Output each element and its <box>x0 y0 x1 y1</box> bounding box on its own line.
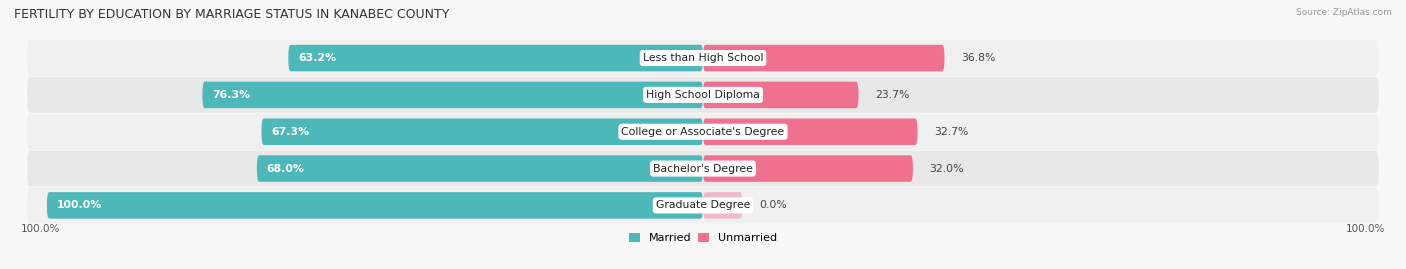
Text: High School Diploma: High School Diploma <box>647 90 759 100</box>
Text: FERTILITY BY EDUCATION BY MARRIAGE STATUS IN KANABEC COUNTY: FERTILITY BY EDUCATION BY MARRIAGE STATU… <box>14 8 450 21</box>
Text: 0.0%: 0.0% <box>759 200 786 210</box>
Text: 76.3%: 76.3% <box>212 90 250 100</box>
Text: 23.7%: 23.7% <box>875 90 910 100</box>
FancyBboxPatch shape <box>703 192 742 219</box>
Text: 67.3%: 67.3% <box>271 127 309 137</box>
Text: 100.0%: 100.0% <box>1346 224 1385 234</box>
Legend: Married, Unmarried: Married, Unmarried <box>624 228 782 247</box>
FancyBboxPatch shape <box>27 77 1379 113</box>
FancyBboxPatch shape <box>202 82 703 108</box>
FancyBboxPatch shape <box>27 151 1379 186</box>
FancyBboxPatch shape <box>27 40 1379 76</box>
FancyBboxPatch shape <box>27 114 1379 150</box>
FancyBboxPatch shape <box>27 187 1379 223</box>
Text: 32.7%: 32.7% <box>934 127 969 137</box>
FancyBboxPatch shape <box>257 155 703 182</box>
FancyBboxPatch shape <box>703 155 912 182</box>
Text: 63.2%: 63.2% <box>298 53 336 63</box>
Text: Less than High School: Less than High School <box>643 53 763 63</box>
Text: 68.0%: 68.0% <box>267 164 305 174</box>
Text: 32.0%: 32.0% <box>929 164 965 174</box>
Text: College or Associate's Degree: College or Associate's Degree <box>621 127 785 137</box>
FancyBboxPatch shape <box>262 118 703 145</box>
FancyBboxPatch shape <box>288 45 703 71</box>
Text: 36.8%: 36.8% <box>960 53 995 63</box>
FancyBboxPatch shape <box>703 82 859 108</box>
Text: Bachelor's Degree: Bachelor's Degree <box>652 164 754 174</box>
FancyBboxPatch shape <box>46 192 703 219</box>
FancyBboxPatch shape <box>703 45 945 71</box>
Text: 100.0%: 100.0% <box>56 200 103 210</box>
Text: Graduate Degree: Graduate Degree <box>655 200 751 210</box>
Text: Source: ZipAtlas.com: Source: ZipAtlas.com <box>1296 8 1392 17</box>
FancyBboxPatch shape <box>703 118 918 145</box>
Text: 100.0%: 100.0% <box>21 224 60 234</box>
